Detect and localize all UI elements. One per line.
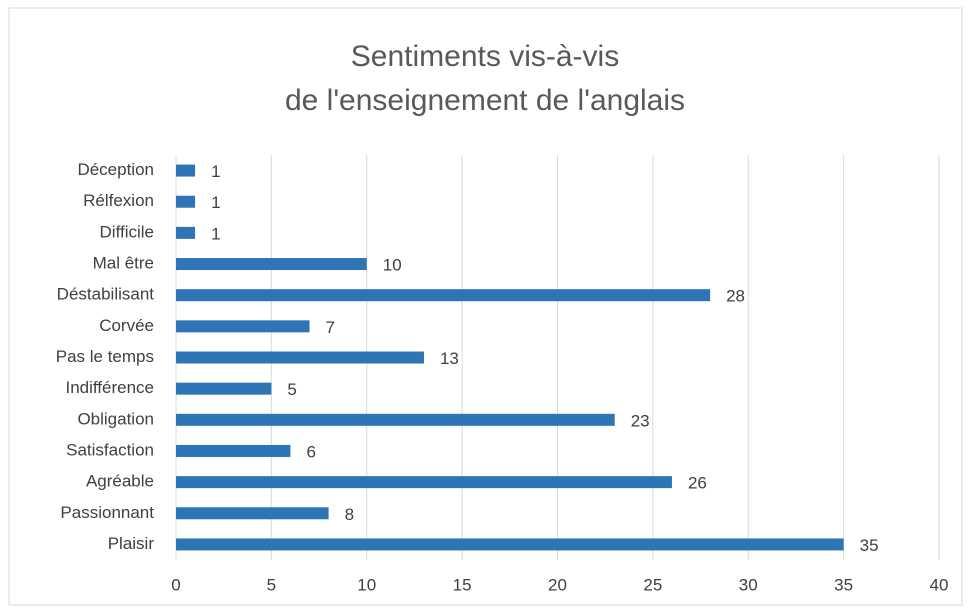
bar <box>176 320 310 333</box>
x-tick-label: 10 <box>357 575 376 594</box>
data-label: 35 <box>860 536 879 555</box>
data-label: 1 <box>211 162 220 181</box>
y-tick-label: Satisfaction <box>66 440 154 459</box>
bar <box>176 289 711 302</box>
x-tick-label: 0 <box>171 575 180 594</box>
y-tick-label: Passionnant <box>60 503 154 522</box>
bar <box>176 164 196 177</box>
x-tick-label: 30 <box>739 575 758 594</box>
bar <box>176 444 291 457</box>
x-tick-label: 5 <box>267 575 276 594</box>
y-tick-label: Obligation <box>77 409 154 428</box>
data-label: 7 <box>326 318 335 337</box>
y-tick-label: Difficile <box>100 222 154 241</box>
data-label: 13 <box>440 349 459 368</box>
y-tick-label: Mal être <box>93 254 154 273</box>
data-label: 8 <box>345 505 354 524</box>
y-tick-label: Agréable <box>86 472 154 491</box>
x-tick-label: 20 <box>548 575 567 594</box>
bar <box>176 226 196 239</box>
bar <box>176 195 196 208</box>
bar <box>176 382 272 395</box>
data-label: 6 <box>306 442 315 461</box>
x-tick-label: 40 <box>930 575 949 594</box>
data-label: 1 <box>211 224 220 243</box>
x-tick-label: 25 <box>643 575 662 594</box>
x-tick-label: 35 <box>834 575 853 594</box>
y-tick-label: Déception <box>77 160 154 179</box>
bar <box>176 507 329 520</box>
data-label: 5 <box>287 380 296 399</box>
y-tick-label: Plaisir <box>108 534 155 553</box>
y-tick-label: Déstabilisant <box>57 285 155 304</box>
bar <box>176 476 672 489</box>
bar <box>176 538 844 551</box>
data-label: 10 <box>383 256 402 275</box>
bar <box>176 413 615 426</box>
chart-title: de l'enseignement de l'anglais <box>285 84 685 117</box>
chart-title: Sentiments vis-à-vis <box>351 40 619 73</box>
data-label: 23 <box>631 411 650 430</box>
y-tick-label: Rélfexion <box>83 191 154 210</box>
y-tick-label: Indifférence <box>65 378 154 397</box>
chart-frame <box>8 7 963 606</box>
data-label: 26 <box>688 474 707 493</box>
bar <box>176 258 367 271</box>
y-tick-label: Pas le temps <box>56 347 154 366</box>
y-tick-label: Corvée <box>99 316 154 335</box>
data-label: 28 <box>726 287 745 306</box>
bar <box>176 351 424 364</box>
x-tick-label: 15 <box>453 575 472 594</box>
data-label: 1 <box>211 193 220 212</box>
